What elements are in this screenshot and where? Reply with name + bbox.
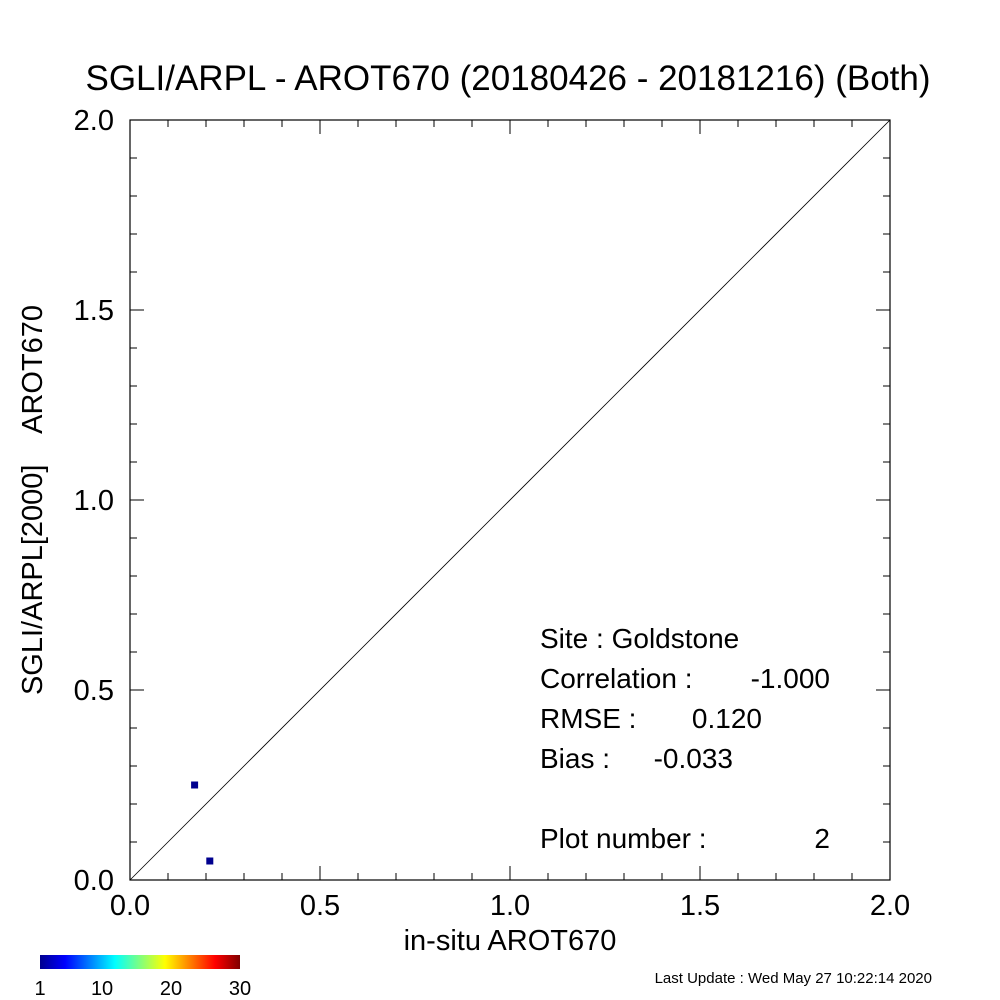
colorbar [40,955,240,969]
x-tick-labels: 0.0 0.5 1.0 1.5 2.0 [110,890,910,922]
colorbar-tick-label: 10 [91,978,113,1000]
stat-label: Plot number : [540,823,707,854]
stat-value: 2 [814,823,830,854]
y-tick-label: 2.0 [74,105,114,137]
x-tick-label: 2.0 [870,890,910,922]
one-to-one-line [129,119,891,881]
y-tick-label: 0.5 [74,675,114,707]
x-axis-label: in-situ AROT670 [404,925,617,957]
axis-ticks [129,119,891,881]
y-tick-label: 0.0 [74,865,114,897]
stats-box: Site : Goldstone Correlation : -1.000 RMSE … [540,623,830,854]
stat-value: -1.000 [751,663,830,694]
colorbar-tick-labels: 1 10 20 30 [34,978,251,1000]
stat-value: 0.120 [692,703,762,734]
x-tick-label: 0.0 [110,890,150,922]
stat-label: RMSE : [540,703,636,734]
x-tick-label: 1.0 [490,890,530,922]
stat-label: Bias : [540,743,610,774]
stat-label: Correlation : [540,663,693,694]
stat-value: -0.033 [654,743,733,774]
stat-site: Site : Goldstone [540,623,739,654]
data-points [191,781,214,865]
y-tick-labels: 0.0 0.5 1.0 1.5 2.0 [74,105,114,897]
colorbar-tick-label: 20 [160,978,182,1000]
chart-title: SGLI/ARPL - AROT670 (20180426 - 20181216… [85,59,930,98]
colorbar-tick-label: 30 [229,978,251,1000]
colorbar-tick-label: 1 [34,978,45,1000]
data-point [191,781,199,789]
x-tick-label: 0.5 [300,890,340,922]
x-tick-label: 1.5 [680,890,720,922]
y-tick-label: 1.0 [74,485,114,517]
y-tick-label: 1.5 [74,295,114,327]
last-update-text: Last Update : Wed May 27 10:22:14 2020 [655,970,932,987]
y-axis-label: SGLI/ARPL[2000] AROT670 [17,305,49,695]
data-point [206,857,214,865]
